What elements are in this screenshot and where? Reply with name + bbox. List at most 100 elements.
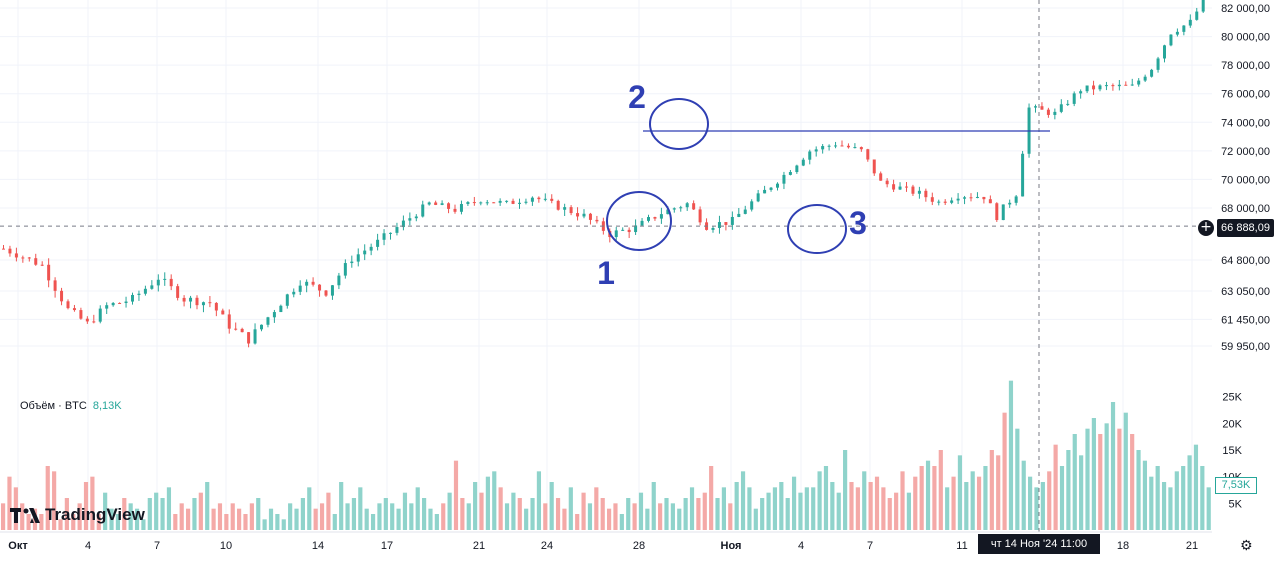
volume-bar [843, 450, 848, 530]
volume-bar [804, 487, 809, 530]
volume-bar [217, 503, 223, 530]
volume-bar [39, 514, 44, 530]
volume-bar [549, 482, 554, 530]
volume-bar [1136, 450, 1141, 530]
candle-body [685, 203, 689, 208]
candle-body [982, 196, 986, 200]
time-tick-label: Окт [8, 540, 28, 552]
volume-bar [326, 492, 331, 530]
time-axis[interactable]: Окт 4 7 10 14 17 21 24 28 Ноя 4 7 11 18 21 [0, 531, 1212, 552]
volume-legend-title: Объём · BTC [20, 400, 87, 412]
volume-bar [1002, 412, 1007, 530]
volume-bar [122, 498, 127, 530]
volume-bar [77, 503, 82, 530]
volume-bar [498, 487, 503, 530]
candle-body [79, 310, 83, 319]
candle-body [479, 202, 483, 204]
time-tick-label: 24 [541, 540, 553, 552]
volume-bar [747, 487, 752, 530]
candle-body [356, 254, 360, 262]
volume-bar [147, 498, 152, 530]
candle-body [498, 200, 502, 203]
volume-bar [524, 508, 529, 530]
candle-body [389, 232, 392, 234]
candle-body [343, 263, 347, 276]
candle-body [756, 193, 760, 202]
candle-body [1156, 58, 1160, 70]
volume-bar [1053, 444, 1058, 530]
volume-bar [906, 492, 911, 530]
volume-bar [1149, 476, 1154, 530]
candle-body [1079, 91, 1083, 94]
candle-body [1072, 93, 1076, 104]
volume-bar [696, 498, 701, 530]
candle-body [311, 281, 315, 285]
candle-body [324, 290, 328, 296]
volume-bar [1155, 466, 1160, 530]
candle-body [60, 290, 64, 302]
candle-body [1053, 111, 1057, 115]
candle-body [492, 202, 496, 204]
price-tick-label: 74 000,00 [1221, 117, 1270, 129]
candle-body [505, 200, 509, 202]
volume-bar [211, 508, 216, 530]
candle-body [234, 328, 238, 330]
candle-body [427, 202, 431, 205]
volume-bar [237, 508, 242, 530]
price-axis[interactable]: 82 000,00 80 000,00 78 000,00 76 000,00 74 0… [1221, 3, 1270, 353]
volume-bar [830, 482, 835, 530]
volume-bar [1174, 471, 1179, 530]
candle-body [1117, 84, 1121, 87]
time-tick-label: 10 [220, 540, 232, 552]
candle-body [672, 208, 676, 210]
volume-bar [1085, 428, 1090, 530]
volume-bar [249, 503, 254, 530]
candle-body [930, 197, 934, 202]
time-tick-label: 21 [473, 540, 485, 552]
candle-body [189, 297, 193, 302]
candle-body [414, 216, 418, 219]
volume-bar [772, 487, 778, 530]
candle-body [634, 225, 638, 233]
volume-bar [26, 514, 31, 530]
candle-body [1104, 85, 1108, 87]
settings-gear-icon[interactable]: ⚙ [1240, 538, 1253, 554]
volume-bar [332, 514, 337, 530]
volume-bar [887, 498, 892, 530]
volume-bar [970, 471, 975, 530]
candle-body [1059, 104, 1063, 112]
annotations: 1 2 3 [597, 79, 867, 291]
add-alert-icon[interactable]: + [1198, 220, 1214, 236]
candle-body [969, 197, 973, 199]
volume-bar [154, 492, 159, 530]
candle-body [1040, 106, 1044, 110]
tradingview-logo[interactable]: TradingView [10, 505, 145, 525]
candle-body [524, 201, 528, 203]
candle-body [421, 204, 425, 217]
candle-body [1137, 80, 1141, 85]
volume-bar [1193, 444, 1199, 530]
candle-body [305, 281, 309, 286]
volume-bar [492, 471, 497, 530]
volume-bars [1, 380, 1211, 530]
candle-body [872, 159, 876, 174]
volume-bar [568, 487, 573, 530]
volume-bar [1161, 482, 1167, 530]
volume-bar [919, 466, 924, 530]
candle-body [627, 229, 631, 233]
volume-bar [836, 492, 841, 530]
volume-bar [658, 503, 663, 530]
candle-body [569, 207, 573, 214]
volume-legend[interactable]: Объём · BTC 8,13K [20, 400, 122, 412]
annotation-ellipse [649, 98, 709, 150]
candle-body [530, 197, 534, 202]
volume-tick-label: 20K [1222, 418, 1242, 430]
volume-bar [709, 466, 714, 530]
volume-bar [855, 487, 860, 530]
volume-bar [600, 498, 605, 530]
volume-bar [1, 503, 6, 530]
volume-bar [779, 482, 784, 530]
volume-bar [1008, 380, 1014, 530]
candle-body [247, 332, 251, 344]
